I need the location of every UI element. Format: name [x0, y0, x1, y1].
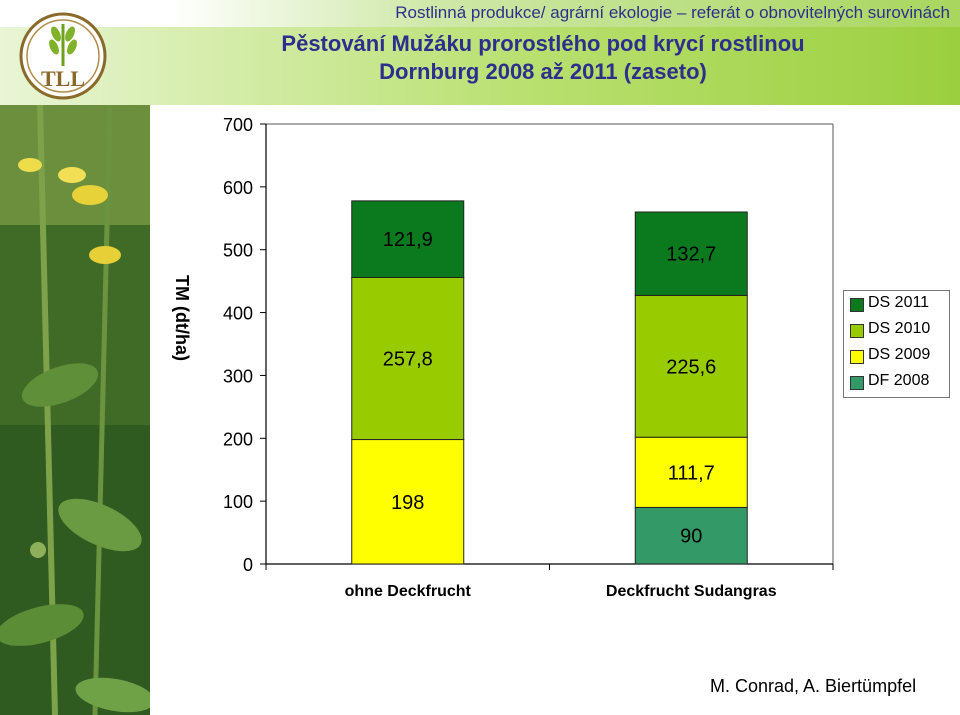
legend-label: DF 2008: [868, 372, 930, 389]
y-tick-label: 600: [223, 178, 253, 198]
data-label: 111,7: [668, 462, 715, 484]
data-label: 257,8: [383, 349, 433, 371]
data-label: 90: [680, 526, 702, 548]
y-tick-label: 0: [243, 555, 253, 575]
legend-swatch: [850, 324, 864, 338]
y-tick-label: 100: [223, 492, 253, 512]
legend-swatch: [850, 298, 864, 312]
page-title-line2: Dornburg 2008 až 2011 (zaseto): [379, 59, 707, 84]
header-subtitle: Rostlinná produkce/ agrární ekologie – r…: [395, 3, 950, 22]
y-axis-label: TM (dt/ha): [172, 275, 192, 361]
page-title-line1: Pěstování Mužáku prorostlého pod krycí r…: [281, 31, 805, 56]
y-tick-label: 200: [223, 429, 253, 449]
legend-swatch: [850, 376, 864, 390]
y-tick-label: 300: [223, 366, 253, 386]
x-category-label: ohne Deckfrucht: [345, 583, 472, 600]
x-category-label: Deckfrucht Sudangras: [606, 583, 777, 600]
data-label: 121,9: [383, 229, 433, 251]
legend-swatch: [850, 350, 864, 364]
author-credit: M. Conrad, A. Biertümpfel: [710, 676, 917, 696]
label-layer: 198 257,8 121,9 ohne Deckfrucht 90 111,7 225,6…: [345, 229, 777, 600]
bar-segment-ds-2009-0: [351, 439, 465, 565]
bar-segment-ds-2011-0: [351, 200, 465, 278]
legend-label: DS 2009: [868, 346, 931, 363]
y-tick-label: 700: [223, 115, 253, 135]
header-band: [0, 27, 960, 105]
data-label: 225,6: [666, 356, 716, 378]
logo-text: TLL: [41, 66, 85, 91]
bar-layer: [351, 200, 748, 565]
legend-label: DS 2011: [868, 294, 930, 311]
bar-segment-ds-2010-0: [351, 276, 465, 441]
data-label: 132,7: [666, 244, 716, 266]
header-strip: [0, 0, 960, 27]
tll-logo: TLL: [19, 12, 107, 100]
bar-segment-df-2008-1: [634, 506, 748, 565]
bar-segment-ds-2011-1: [634, 211, 748, 296]
data-label: 198: [391, 492, 424, 514]
bar-segment-ds-2009-1: [634, 436, 748, 508]
plant-photo: [0, 105, 150, 715]
y-tick-label: 400: [223, 304, 253, 324]
y-tick-label: 500: [223, 241, 253, 261]
legend-label: DS 2010: [868, 320, 931, 337]
